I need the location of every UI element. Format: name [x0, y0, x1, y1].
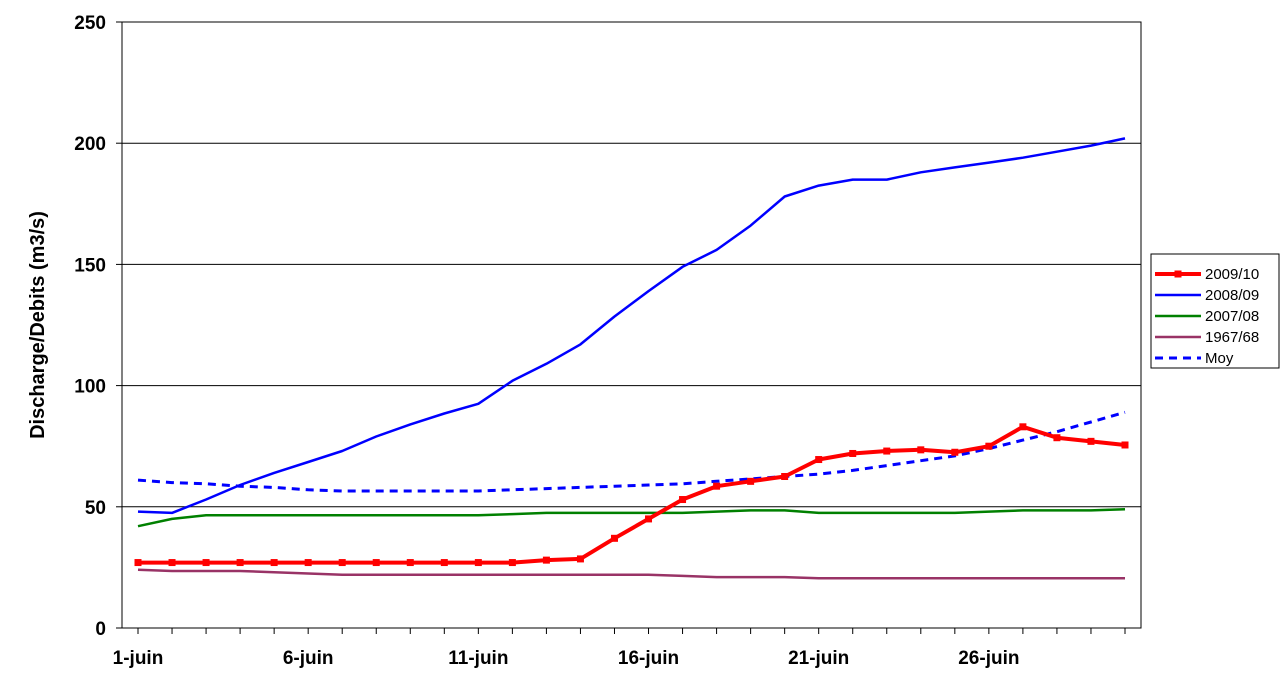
- data-point: [849, 449, 857, 457]
- x-tick-label: 11-juin: [448, 648, 508, 669]
- data-point: [168, 559, 176, 567]
- data-point: [270, 559, 278, 567]
- series-line-Moy: [137, 410, 1126, 493]
- data-point: [134, 559, 142, 567]
- data-point: [985, 442, 993, 450]
- data-point: [508, 559, 516, 567]
- y-tick-label: 50: [85, 498, 106, 519]
- series-line-2007/08: [137, 507, 1126, 528]
- legend-label: 2007/08: [1205, 308, 1259, 325]
- y-tick-label: 250: [74, 13, 106, 34]
- y-tick-label: 200: [74, 134, 106, 155]
- y-tick-label: 150: [74, 255, 106, 276]
- gridlines: [122, 142, 1141, 508]
- x-tick-label: 16-juin: [618, 648, 679, 669]
- y-axis-title: Discharge/Debits (m3/s): [27, 211, 49, 439]
- data-point: [883, 447, 891, 455]
- data-point: [474, 559, 482, 567]
- y-tick-label: 0: [95, 619, 106, 640]
- data-point: [1019, 423, 1027, 431]
- data-point: [576, 555, 584, 563]
- data-point: [679, 496, 687, 504]
- legend-marker: [1174, 270, 1182, 278]
- series-line-2008/09: [137, 137, 1126, 515]
- data-point: [951, 448, 959, 456]
- x-tick-label: 26-juin: [958, 648, 1019, 669]
- data-point: [202, 559, 210, 567]
- data-point: [1053, 434, 1061, 442]
- data-point: [406, 559, 414, 567]
- data-point: [236, 559, 244, 567]
- legend-label: 1967/68: [1205, 329, 1259, 346]
- legend-label: 2008/09: [1205, 287, 1259, 304]
- data-point: [304, 559, 312, 567]
- x-tick-label: 6-juin: [283, 648, 334, 669]
- y-axis-ticks: 0 50 100 150 200 250: [74, 13, 122, 640]
- y-tick-label: 100: [74, 377, 106, 398]
- series-line-2009/10: [138, 424, 1126, 565]
- series-line-1967/68: [137, 568, 1125, 580]
- data-point: [1087, 437, 1095, 445]
- data-point: [1121, 441, 1129, 449]
- plot-area: [121, 21, 1142, 629]
- data-point: [338, 559, 346, 567]
- data-point: [440, 559, 448, 567]
- x-tick-label: 1-juin: [113, 648, 164, 669]
- x-tick-label: 21-juin: [788, 648, 849, 669]
- data-point: [372, 559, 380, 567]
- data-point: [781, 473, 789, 480]
- data-point: [645, 515, 653, 523]
- data-point: [542, 556, 550, 564]
- data-point: [815, 456, 823, 464]
- data-point: [713, 482, 721, 490]
- data-point: [747, 477, 755, 485]
- series-lines: [134, 137, 1129, 580]
- x-axis-ticks: 1-juin 6-juin 11-juin 16-juin 21-juin 26-juin: [113, 628, 1126, 669]
- data-point: [917, 446, 925, 454]
- legend-label: Moy: [1205, 350, 1234, 367]
- legend-label: 2009/10: [1205, 266, 1259, 283]
- legend: 2009/10 2008/09 2007/08 1967/68 Moy: [1150, 253, 1280, 369]
- data-point: [610, 534, 618, 542]
